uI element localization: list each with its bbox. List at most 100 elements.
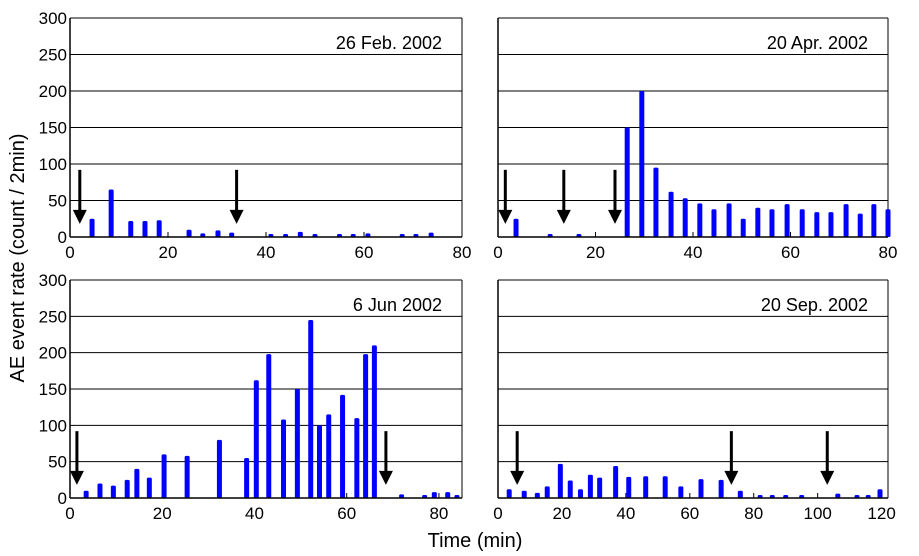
bar — [186, 229, 192, 237]
bar — [769, 209, 775, 237]
panel-title: 26 Feb. 2002 — [336, 33, 442, 53]
bar — [513, 218, 519, 237]
bar — [711, 209, 717, 237]
x-tick-label: 60 — [781, 243, 800, 262]
event-arrow-head — [510, 470, 525, 485]
bar — [885, 209, 891, 237]
bar — [871, 204, 877, 237]
bar — [297, 231, 303, 237]
bar — [740, 218, 746, 237]
event-arrow-head — [229, 209, 244, 224]
bar — [784, 204, 790, 237]
bar — [326, 414, 332, 498]
y-tick-label: 100 — [39, 416, 67, 435]
x-tick-label: 40 — [245, 504, 264, 523]
y-tick-label: 250 — [39, 46, 67, 65]
bar — [624, 127, 630, 237]
bar — [544, 486, 550, 498]
bar — [557, 463, 563, 498]
bar — [216, 439, 222, 498]
bar — [682, 198, 688, 237]
x-tick-label: 20 — [159, 243, 178, 262]
panel-title: 20 Apr. 2002 — [767, 33, 868, 53]
x-tick-label: 80 — [744, 504, 763, 523]
x-tick-label: 60 — [680, 504, 699, 523]
event-arrow-head — [498, 209, 513, 224]
bar — [814, 212, 820, 237]
x-tick-label: 0 — [493, 243, 502, 262]
bar — [737, 490, 743, 498]
bar — [445, 492, 451, 498]
bar — [340, 394, 346, 498]
bar — [726, 203, 732, 237]
x-tick-label: 20 — [153, 504, 172, 523]
x-axis-label: Time (min) — [428, 530, 523, 552]
panel-title: 20 Sep. 2002 — [761, 295, 868, 315]
bar — [521, 490, 527, 498]
bar — [294, 389, 300, 498]
x-tick-label: 60 — [337, 504, 356, 523]
bar — [89, 218, 95, 237]
panel-1: 0 50 100 150 200 250 300 0 20 40 60 80 26 Feb. 2002 — [39, 9, 472, 262]
event-arrow-head — [69, 470, 84, 485]
bar — [184, 455, 190, 498]
bar — [363, 354, 369, 498]
event-arrow-head — [378, 470, 393, 485]
bar — [215, 230, 221, 237]
bar — [142, 220, 148, 237]
bar — [613, 466, 619, 498]
event-arrow-head — [724, 470, 739, 485]
x-tick-label: 120 — [867, 504, 895, 523]
bar — [371, 345, 377, 498]
bar — [835, 493, 841, 498]
x-tick-label: 0 — [65, 243, 74, 262]
panel-title: 6 Jun 2002 — [353, 295, 442, 315]
x-tick-label: 40 — [257, 243, 276, 262]
bar — [534, 492, 540, 498]
bar — [755, 207, 761, 237]
event-arrow-head — [608, 209, 622, 224]
bar — [253, 380, 259, 498]
x-tick-label: 40 — [684, 243, 703, 262]
bar — [799, 209, 805, 237]
bar — [108, 189, 114, 237]
x-tick-label: 40 — [616, 504, 635, 523]
bar — [668, 191, 674, 237]
y-tick-label: 250 — [39, 307, 67, 326]
bar — [146, 477, 152, 498]
bar — [653, 167, 659, 237]
bar — [678, 486, 684, 498]
bar — [281, 419, 287, 498]
bar — [587, 474, 593, 498]
bar — [308, 319, 314, 498]
bar — [506, 489, 512, 498]
event-arrow-head — [72, 209, 87, 224]
bar — [128, 220, 134, 237]
x-tick-label: 100 — [803, 504, 831, 523]
y-tick-label: 200 — [39, 82, 67, 101]
bar — [662, 476, 668, 498]
bar — [83, 490, 89, 498]
y-tick-label: 0 — [58, 228, 67, 247]
bar — [597, 477, 603, 498]
bar — [399, 494, 405, 498]
x-tick-label: 20 — [586, 243, 605, 262]
y-tick-label: 0 — [58, 489, 67, 508]
bar — [431, 492, 437, 498]
bar — [124, 479, 130, 498]
bar — [354, 418, 360, 498]
bar — [698, 479, 704, 498]
bar — [200, 233, 206, 237]
bar — [134, 468, 140, 498]
x-tick-label: 0 — [65, 504, 74, 523]
bar — [156, 220, 162, 237]
event-arrow-head — [556, 209, 571, 224]
panel-2: 0 20 40 60 80 20 Apr. 2002 — [493, 17, 897, 262]
event-arrow-head — [820, 470, 835, 485]
bar — [161, 454, 167, 498]
panel-3: 0 50 100 150 200 250 300 0 20 40 60 80 6 Jun 2002 — [39, 271, 463, 523]
y-tick-label: 200 — [39, 344, 67, 363]
bar — [843, 204, 849, 237]
bar — [877, 489, 883, 498]
bar — [626, 476, 632, 498]
